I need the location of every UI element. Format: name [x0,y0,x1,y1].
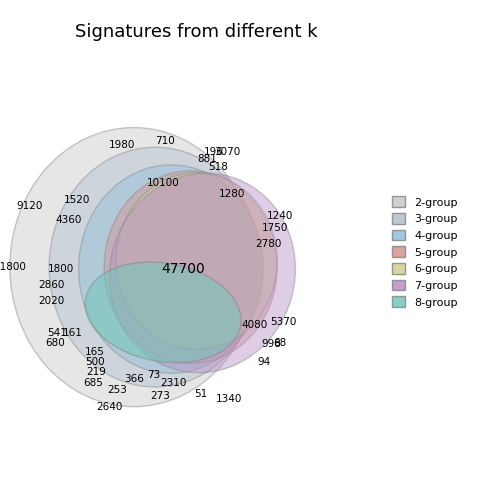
Ellipse shape [49,147,262,387]
Text: 685: 685 [84,378,103,388]
Text: 4080: 4080 [241,321,268,330]
Text: 518: 518 [208,162,228,172]
Text: 47700: 47700 [161,262,205,276]
Text: 165: 165 [84,347,104,357]
Text: 998: 998 [261,339,281,349]
Text: 710: 710 [155,136,175,146]
Text: 94: 94 [258,357,271,367]
Text: 161: 161 [63,328,83,338]
Ellipse shape [116,173,277,350]
Text: 2860: 2860 [38,280,65,290]
Ellipse shape [85,262,241,362]
Legend: 2-group, 3-group, 4-group, 5-group, 6-group, 7-group, 8-group: 2-group, 3-group, 4-group, 5-group, 6-gr… [389,193,461,311]
Text: 3070: 3070 [214,147,240,157]
Text: 2020: 2020 [38,295,64,305]
Text: 1280: 1280 [219,190,245,200]
Text: 1980: 1980 [109,140,135,150]
Ellipse shape [104,171,277,363]
Text: 9120: 9120 [16,201,43,211]
Text: 366: 366 [124,374,144,384]
Ellipse shape [109,173,295,373]
Text: 253: 253 [107,385,127,395]
Text: 4360: 4360 [55,215,82,225]
Text: 273: 273 [151,391,170,401]
Text: 10100: 10100 [147,177,179,187]
Text: 73: 73 [147,370,160,380]
Text: 2780: 2780 [255,238,281,248]
Text: 680: 680 [45,338,65,348]
Text: 1800: 1800 [48,264,74,274]
Text: 5370: 5370 [270,317,296,327]
Text: 541: 541 [47,328,67,338]
Text: 2640: 2640 [96,402,122,412]
Text: 500: 500 [85,357,105,367]
Text: 2310: 2310 [160,378,186,388]
Text: 1750: 1750 [262,223,288,233]
Text: 196: 196 [204,147,224,157]
Text: 219: 219 [86,367,106,377]
Ellipse shape [79,165,264,373]
Ellipse shape [10,128,258,407]
Text: 1240: 1240 [267,211,293,221]
Text: 11800: 11800 [0,262,26,272]
Text: 881: 881 [198,154,218,164]
Text: 1340: 1340 [216,394,242,404]
Text: 51: 51 [194,389,207,399]
Text: 1520: 1520 [64,195,90,205]
Text: 68: 68 [273,338,287,348]
Text: Signatures from different k: Signatures from different k [75,23,318,41]
